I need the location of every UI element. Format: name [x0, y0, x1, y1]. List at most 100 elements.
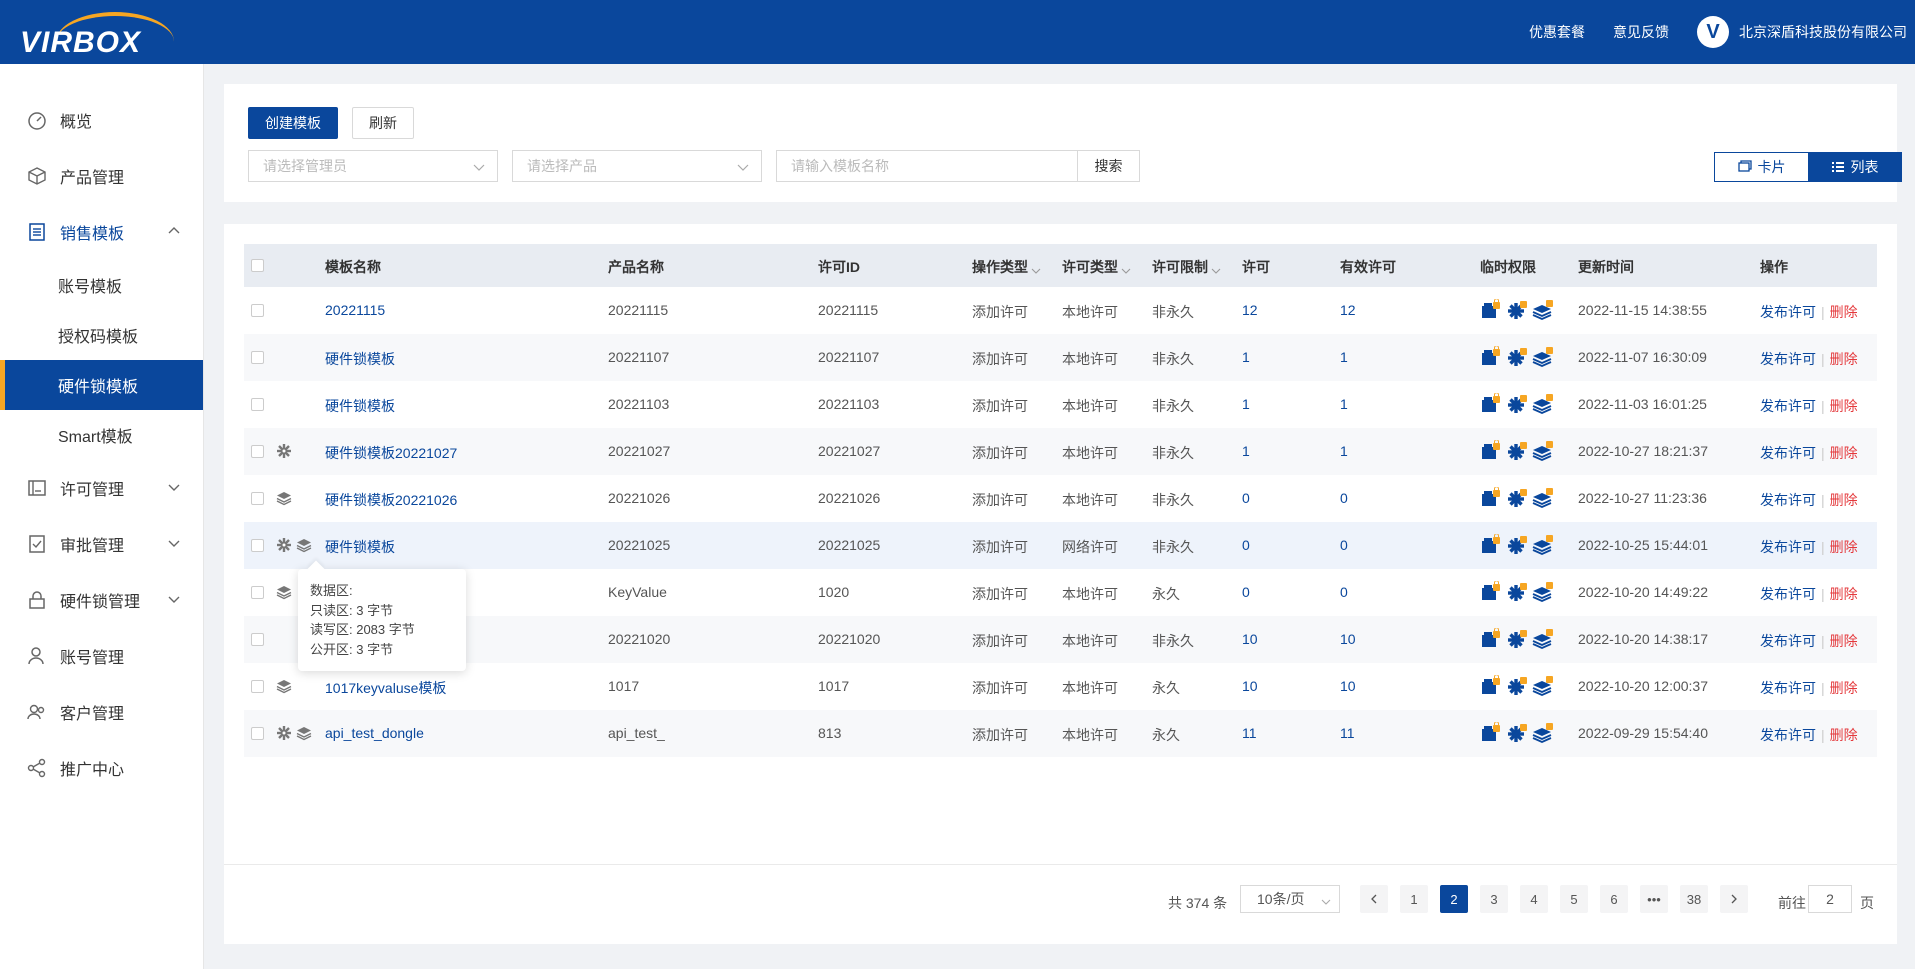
delete-link[interactable]: 删除: [1829, 680, 1858, 696]
gear-icon[interactable]: [276, 725, 292, 741]
page-button[interactable]: 6: [1600, 885, 1628, 913]
page-size-select[interactable]: 10条/页: [1240, 885, 1340, 913]
row-checkbox[interactable]: [251, 633, 264, 646]
table-row[interactable]: 1017keyvaluse模板 1017 1017 添加许可 本地许可 永久 10 10 202…: [244, 663, 1877, 710]
template-name-link[interactable]: 硬件锁模板20221026: [325, 492, 458, 508]
table-row[interactable]: 20221115 20221115 20221115 添加许可 本地许可 非永久 12 12 2…: [244, 287, 1877, 334]
sidebar-item-promotion[interactable]: 推广中心: [0, 740, 203, 796]
row-checkbox[interactable]: [251, 586, 264, 599]
delete-link[interactable]: 删除: [1829, 492, 1858, 508]
sidebar-subitem-smart-template[interactable]: Smart模板: [58, 429, 133, 446]
page-button[interactable]: 3: [1480, 885, 1508, 913]
company-name[interactable]: 北京深盾科技股份有限公司: [1739, 24, 1907, 40]
publish-license-link[interactable]: 发布许可: [1760, 398, 1816, 414]
row-checkbox[interactable]: [251, 680, 264, 693]
col-license-limit[interactable]: 许可限制: [1152, 257, 1221, 277]
layers-icon[interactable]: [296, 537, 312, 553]
template-name-link[interactable]: 硬件锁模板: [325, 351, 395, 367]
col-license-type[interactable]: 许可类型: [1062, 257, 1131, 277]
template-name-link[interactable]: api_test_dongle: [325, 725, 424, 741]
layers-lock-icon[interactable]: [1532, 487, 1554, 509]
gear-lock-icon[interactable]: [1506, 299, 1528, 321]
gear-lock-icon[interactable]: [1506, 346, 1528, 368]
create-template-button[interactable]: 创建模板: [248, 107, 338, 139]
table-row[interactable]: KeyValue 1020 添加许可 本地许可 永久 0 0 2022-10-20 14:49…: [244, 569, 1877, 616]
prev-page-button[interactable]: [1360, 885, 1388, 913]
sidebar-subitem-dongle-template[interactable]: 硬件锁模板: [0, 360, 203, 410]
page-button[interactable]: 38: [1680, 885, 1708, 913]
template-name-link[interactable]: 硬件锁模板: [325, 398, 395, 414]
layers-lock-icon[interactable]: [1532, 393, 1554, 415]
template-name-link[interactable]: 20221115: [325, 302, 386, 318]
publish-license-link[interactable]: 发布许可: [1760, 304, 1816, 320]
layers-icon[interactable]: [276, 490, 292, 506]
delete-link[interactable]: 删除: [1829, 633, 1858, 649]
card-view-button[interactable]: 卡片: [1715, 153, 1808, 181]
folder-lock-icon[interactable]: [1480, 439, 1502, 462]
template-name-input[interactable]: [776, 150, 1078, 182]
table-row[interactable]: 硬件锁模板 20221107 20221107 添加许可 本地许可 非永久 1 1 2022-1…: [244, 334, 1877, 381]
delete-link[interactable]: 删除: [1829, 304, 1858, 320]
sidebar-item-dongle-management[interactable]: 硬件锁管理: [0, 572, 203, 628]
next-page-button[interactable]: [1720, 885, 1748, 913]
gear-icon[interactable]: [276, 537, 292, 553]
row-checkbox[interactable]: [251, 304, 264, 317]
table-row[interactable]: 硬件锁模板20221026 20221026 20221026 添加许可 本地许可 非永久…: [244, 475, 1877, 522]
search-button[interactable]: 搜索: [1077, 150, 1140, 182]
publish-license-link[interactable]: 发布许可: [1760, 727, 1816, 743]
delete-link[interactable]: 删除: [1829, 445, 1858, 461]
sidebar-item-products[interactable]: 产品管理: [0, 148, 203, 204]
table-row[interactable]: 硬件锁模板20221027 20221027 20221027 添加许可 本地许可 非永久…: [244, 428, 1877, 475]
virbox-logo[interactable]: VIRBOX: [20, 8, 180, 59]
refresh-button[interactable]: 刷新: [352, 107, 414, 139]
col-op-type[interactable]: 操作类型: [972, 257, 1041, 277]
page-button[interactable]: 1: [1400, 885, 1428, 913]
publish-license-link[interactable]: 发布许可: [1760, 586, 1816, 602]
sidebar-item-approval[interactable]: 审批管理: [0, 516, 203, 572]
folder-lock-icon[interactable]: [1480, 580, 1502, 603]
template-name-link[interactable]: 1017keyvaluse模板: [325, 680, 447, 696]
delete-link[interactable]: 删除: [1829, 586, 1858, 602]
admin-select[interactable]: 请选择管理员: [248, 150, 498, 182]
folder-lock-icon[interactable]: [1480, 533, 1502, 556]
table-row[interactable]: 20221020 20221020 添加许可 本地许可 非永久 10 10 2022-10-2…: [244, 616, 1877, 663]
page-button[interactable]: 4: [1520, 885, 1548, 913]
layers-lock-icon[interactable]: [1532, 628, 1554, 650]
sidebar-item-sales-templates[interactable]: 销售模板: [0, 204, 203, 260]
gear-icon[interactable]: [276, 443, 292, 459]
layers-lock-icon[interactable]: [1532, 346, 1554, 368]
delete-link[interactable]: 删除: [1829, 398, 1858, 414]
publish-license-link[interactable]: 发布许可: [1760, 492, 1816, 508]
sidebar-item-accounts[interactable]: 账号管理: [0, 628, 203, 684]
layers-lock-icon[interactable]: [1532, 722, 1554, 744]
gear-lock-icon[interactable]: [1506, 722, 1528, 744]
gear-lock-icon[interactable]: [1506, 675, 1528, 697]
folder-lock-icon[interactable]: [1480, 345, 1502, 368]
gear-lock-icon[interactable]: [1506, 581, 1528, 603]
sidebar-subitem-authcode-template[interactable]: 授权码模板: [58, 329, 139, 346]
goto-page-input[interactable]: [1808, 885, 1852, 913]
layers-icon[interactable]: [276, 678, 292, 694]
gear-lock-icon[interactable]: [1506, 440, 1528, 462]
gear-lock-icon[interactable]: [1506, 534, 1528, 556]
page-button[interactable]: 2: [1440, 885, 1468, 913]
layers-icon[interactable]: [296, 725, 312, 741]
layers-icon[interactable]: [276, 584, 292, 600]
folder-lock-icon[interactable]: [1480, 674, 1502, 697]
folder-lock-icon[interactable]: [1480, 627, 1502, 650]
layers-lock-icon[interactable]: [1532, 534, 1554, 556]
feedback-link[interactable]: 意见反馈: [1613, 24, 1669, 40]
row-checkbox[interactable]: [251, 398, 264, 411]
gear-lock-icon[interactable]: [1506, 487, 1528, 509]
layers-lock-icon[interactable]: [1532, 675, 1554, 697]
sidebar-item-customers[interactable]: 客户管理: [0, 684, 203, 740]
folder-lock-icon[interactable]: [1480, 392, 1502, 415]
sidebar-subitem-account-template[interactable]: 账号模板: [58, 279, 123, 296]
page-ellipsis[interactable]: •••: [1640, 885, 1668, 913]
publish-license-link[interactable]: 发布许可: [1760, 680, 1816, 696]
folder-lock-icon[interactable]: [1480, 721, 1502, 744]
company-logo-icon[interactable]: V: [1697, 16, 1729, 48]
publish-license-link[interactable]: 发布许可: [1760, 445, 1816, 461]
row-checkbox[interactable]: [251, 445, 264, 458]
layers-lock-icon[interactable]: [1532, 440, 1554, 462]
